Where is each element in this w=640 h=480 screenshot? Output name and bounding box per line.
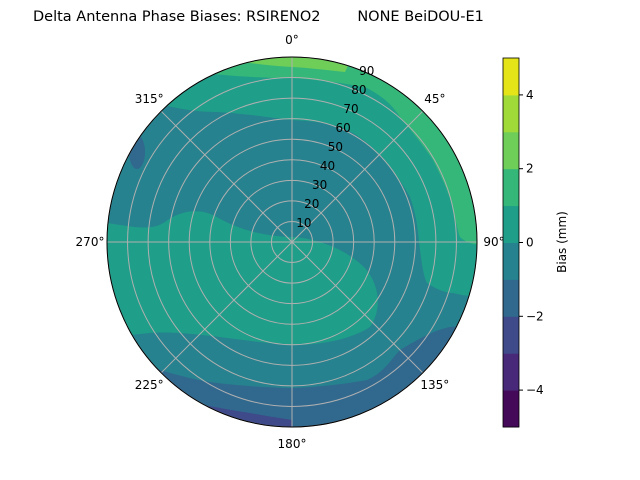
angle-tick-label: 45°	[424, 92, 445, 106]
colorbar-tick-label: 0	[526, 236, 534, 250]
colorbar-tick-label: −4	[526, 383, 544, 397]
colorbar-band	[503, 316, 519, 354]
radial-tick-label: 70	[343, 102, 358, 116]
colorbar-label: Bias (mm)	[555, 211, 569, 273]
chart-title: Delta Antenna Phase Biases: RSIRENO2 NON…	[33, 9, 484, 25]
contour-band-neg2-neg1	[107, 320, 477, 427]
angle-tick-label: 90°	[483, 235, 504, 249]
colorbar-band	[503, 242, 519, 280]
radial-tick-label: 50	[328, 140, 343, 154]
colorbar-band	[503, 94, 519, 133]
colorbar-band	[503, 168, 519, 207]
colorbar-tick-label: 4	[526, 88, 534, 102]
angle-tick-label: 135°	[420, 378, 449, 392]
contour-band-2-3	[210, 57, 360, 72]
angle-tick-label: 180°	[278, 437, 307, 451]
radial-tick-label: 80	[351, 83, 366, 97]
colorbar-band	[503, 131, 519, 170]
grid-spoke	[291, 110, 424, 243]
polar-frame	[106, 56, 478, 428]
colorbar-band	[503, 205, 519, 243]
tick-labels: 10 20 30 40 50 60 70 80 90 0° 45° 90° 135° 180° 225° 27…	[76, 33, 505, 451]
polar-grid	[106, 56, 478, 428]
angle-tick-label: 225°	[135, 378, 164, 392]
radial-tick-label: 90	[359, 64, 374, 78]
radial-tick-label: 60	[336, 121, 351, 135]
angle-tick-label: 315°	[135, 92, 164, 106]
colorbar-band	[503, 353, 519, 391]
colorbar-band	[503, 58, 519, 96]
radial-tick-label: 20	[304, 197, 319, 211]
contour-band-0-1-south-west	[107, 211, 378, 345]
radial-tick-label: 30	[312, 178, 327, 192]
angle-tick-label: 0°	[285, 33, 299, 47]
radial-tick-label: 40	[320, 159, 335, 173]
angle-tick-label: 270°	[76, 235, 105, 249]
grid-spoke	[160, 110, 293, 243]
grid-spoke	[160, 241, 293, 374]
colorbar-band	[503, 390, 519, 428]
colorbar-band	[503, 279, 519, 317]
colorbar-tick-label: −2	[526, 309, 544, 323]
grid-spoke	[291, 241, 424, 374]
colorbar-tick-label: 2	[526, 162, 534, 176]
colorbar: −4 −2 0 2 4 Bias (mm)	[502, 57, 569, 428]
radial-tick-label: 10	[296, 216, 311, 230]
